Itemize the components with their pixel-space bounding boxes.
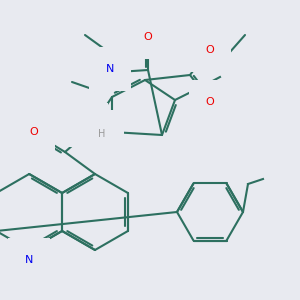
Text: N: N [83, 120, 91, 130]
Text: H: H [98, 129, 106, 139]
Text: O: O [206, 45, 214, 55]
Text: O: O [144, 32, 152, 42]
Text: N: N [106, 64, 114, 74]
Text: O: O [206, 97, 214, 107]
Text: S: S [100, 127, 108, 137]
Text: N: N [25, 255, 33, 265]
Text: O: O [30, 127, 38, 137]
